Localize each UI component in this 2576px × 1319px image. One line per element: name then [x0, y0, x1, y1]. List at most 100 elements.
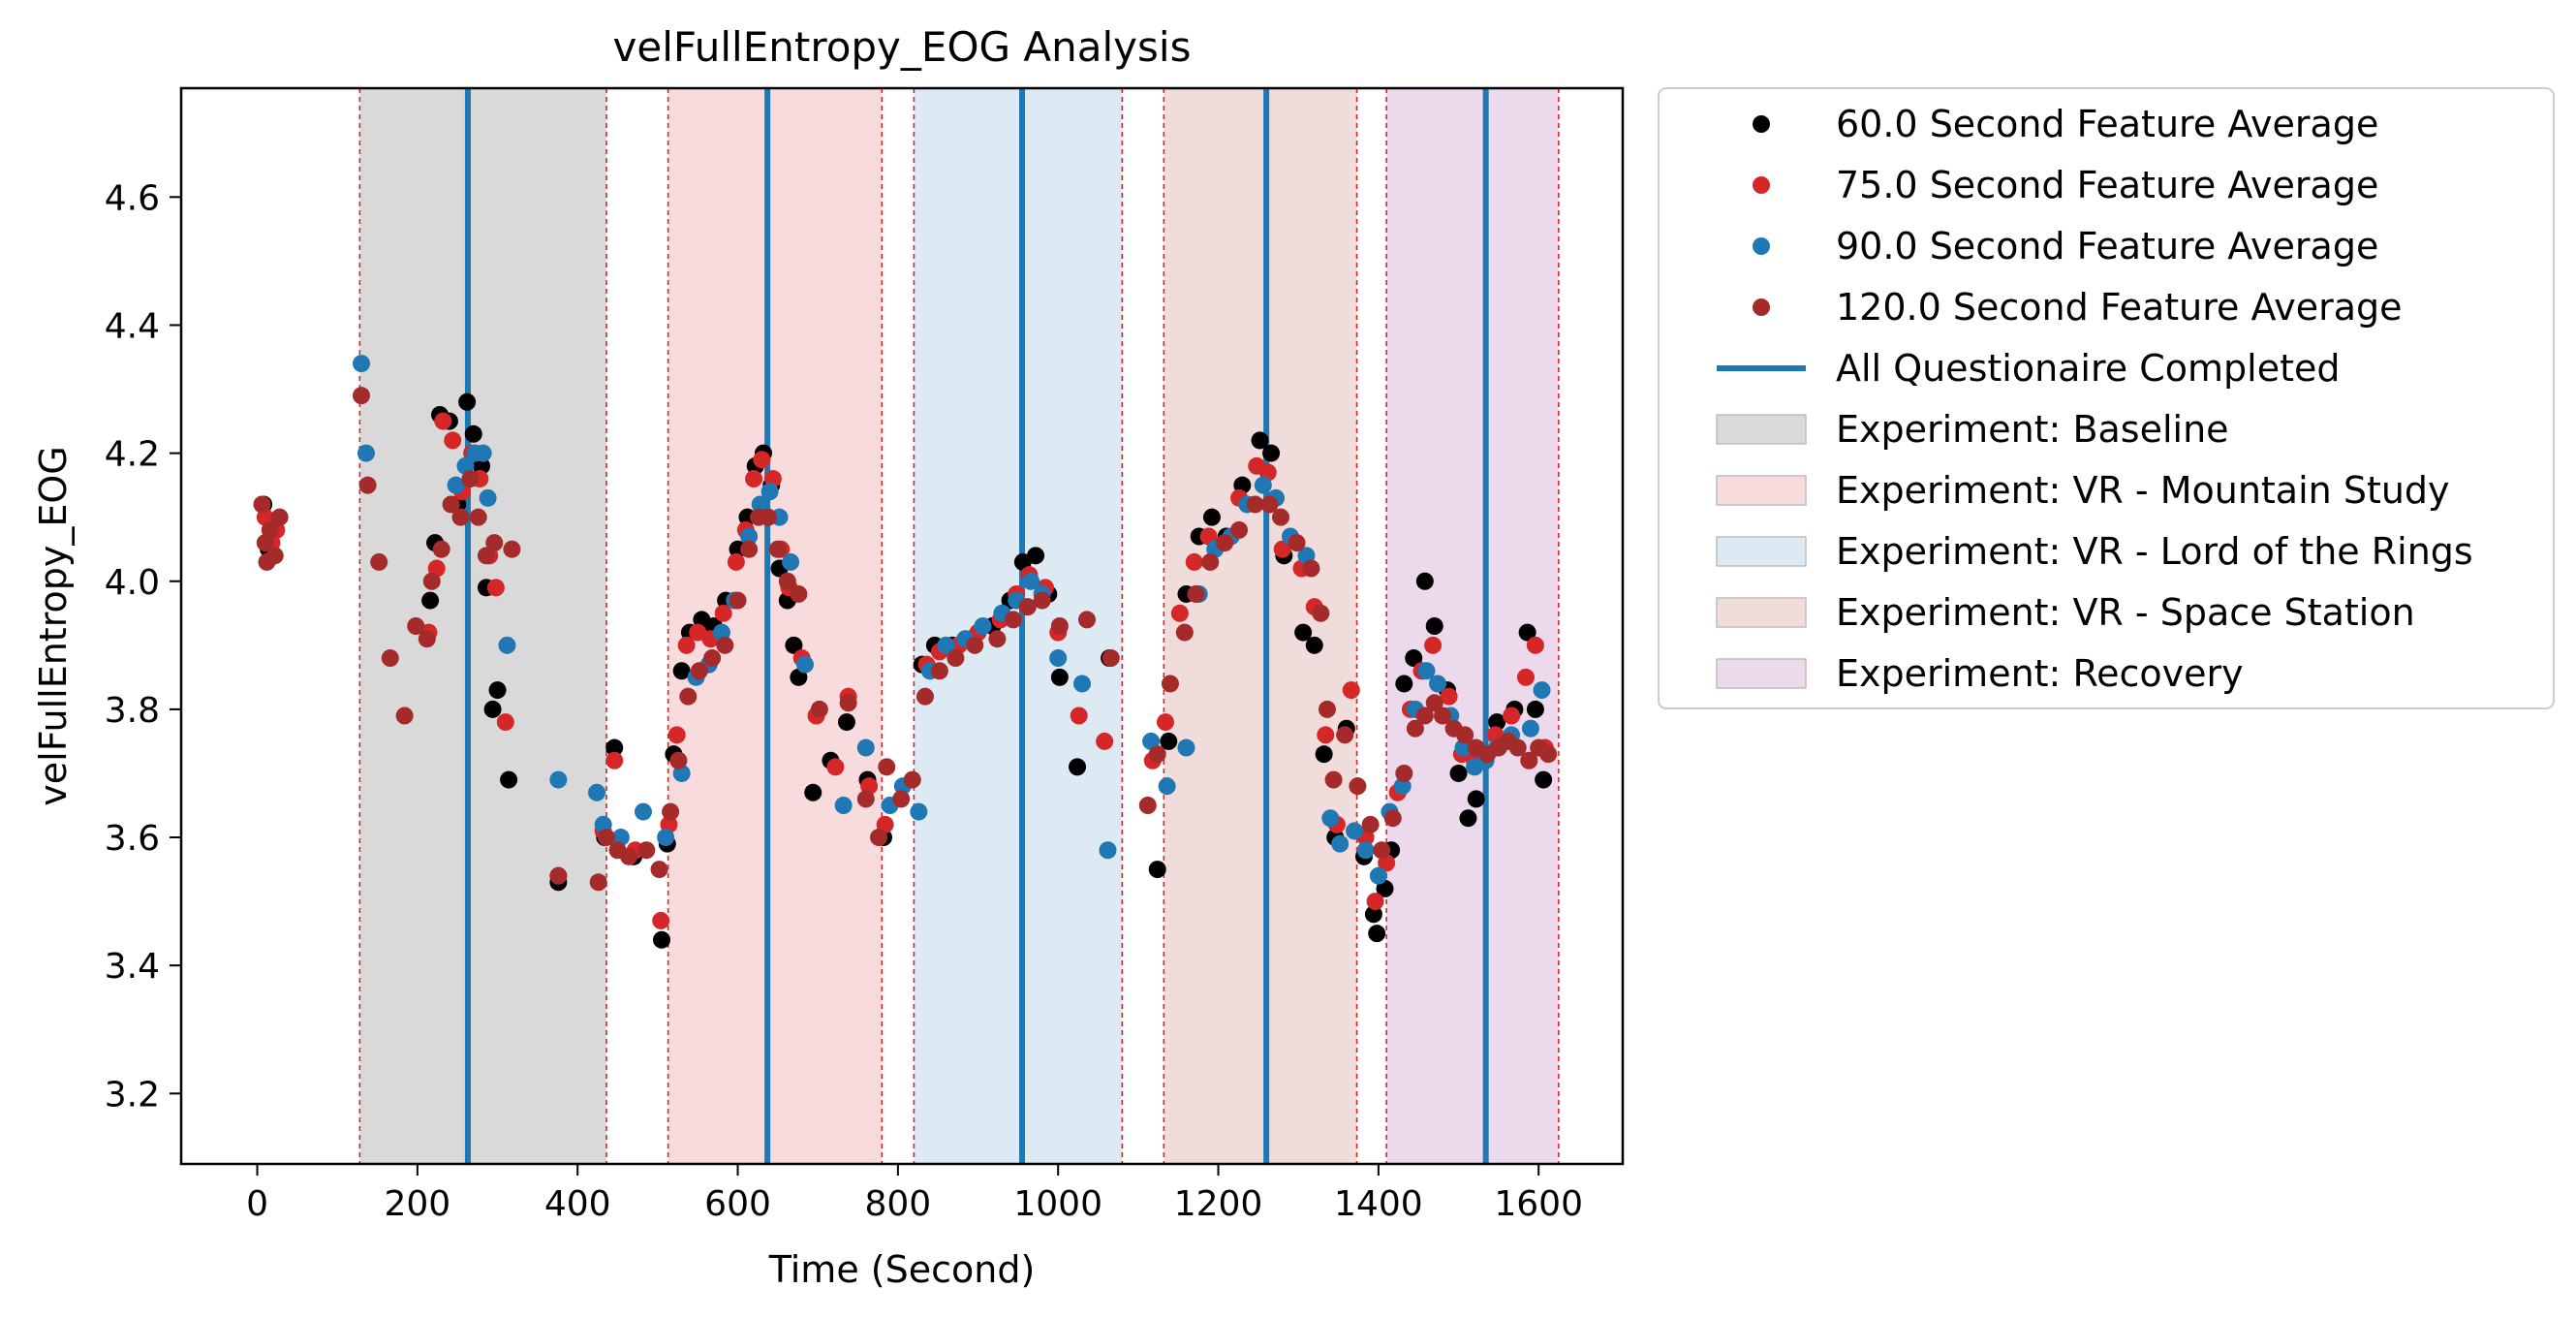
point-s1-62 [1342, 681, 1360, 700]
point-s0-80 [1467, 790, 1485, 808]
point-s3-45 [870, 829, 888, 847]
point-s0-74 [1405, 649, 1423, 668]
point-s0-17 [605, 738, 624, 757]
plot-area [179, 86, 1625, 1166]
point-s3-36 [740, 540, 759, 558]
point-s2-24 [795, 655, 814, 674]
point-s0-64 [1305, 636, 1323, 654]
legend-frame [1658, 87, 2555, 709]
legend: 60.0 Second Feature Average 75.0 Second F… [1658, 87, 2555, 709]
point-s2-21 [760, 483, 779, 501]
point-s1-12 [496, 713, 514, 732]
point-s3-66 [1216, 534, 1234, 552]
point-s3-70 [1272, 508, 1290, 526]
point-s3-18 [469, 508, 487, 526]
y-axis-ticks: 3.2 3.4 3.6 3.8 4.0 4.2 4.4 4.6 [105, 178, 181, 1115]
point-s1-11 [486, 579, 505, 597]
point-s3-6 [353, 387, 370, 405]
point-s0-60 [1251, 431, 1269, 450]
point-s3-17 [461, 470, 480, 488]
point-s0-81 [1488, 713, 1506, 732]
point-s3-11 [407, 617, 425, 635]
x-tick-label-1200: 1200 [1174, 1184, 1263, 1224]
point-s3-33 [703, 649, 722, 668]
point-s3-81 [1395, 764, 1413, 782]
point-s3-54 [1004, 611, 1022, 629]
point-s1-51 [1185, 552, 1203, 571]
point-s3-73 [1312, 604, 1330, 622]
legend-label-75-0-second-feature-average: 75.0 Second Feature Average [1836, 164, 2378, 206]
point-s3-47 [892, 790, 911, 808]
point-s3-93 [1520, 751, 1538, 769]
legend-marker-60-0-second-feature-average [1753, 115, 1770, 133]
point-s2-2 [447, 476, 465, 494]
legend-label-90-0-second-feature-average: 90.0 Second Feature Average [1836, 225, 2378, 267]
point-s1-76 [1526, 636, 1544, 654]
point-s2-7 [498, 636, 516, 654]
point-s2-39 [1073, 675, 1091, 693]
point-s1-46 [1070, 707, 1088, 725]
point-s3-78 [1361, 815, 1380, 833]
point-s2-8 [549, 770, 568, 789]
point-s1-17 [652, 911, 670, 929]
point-s0-78 [1449, 764, 1468, 782]
point-s3-34 [716, 636, 734, 654]
point-s2-9 [588, 783, 606, 801]
point-s2-6 [479, 488, 497, 507]
point-s0-76 [1425, 617, 1443, 635]
point-s2-19 [740, 527, 759, 546]
point-s0-61 [1262, 444, 1281, 462]
y-tick-label-3.6: 3.6 [105, 819, 160, 859]
point-s3-29 [662, 802, 680, 821]
point-s0-51 [1069, 758, 1087, 776]
chart-title: velFullEntropy_EOG Analysis [613, 23, 1192, 71]
legend-marker-experiment-vr-space-station [1716, 597, 1807, 628]
legend-marker-experiment-recovery [1716, 658, 1807, 689]
point-s1-23 [714, 604, 732, 622]
point-s2-68 [1521, 719, 1539, 738]
point-s2-5 [474, 444, 492, 462]
legend-label-experiment-vr-space-station: Experiment: VR - Space Station [1836, 591, 2415, 634]
point-s3-46 [878, 758, 896, 776]
point-s3-60 [1138, 797, 1157, 814]
legend-label-experiment-vr-lord-of-the-rings: Experiment: VR - Lord of the Rings [1836, 530, 2473, 573]
x-tick-label-400: 400 [544, 1184, 611, 1224]
point-s1-27 [753, 451, 771, 469]
point-s2-20 [751, 495, 769, 514]
point-s3-49 [916, 687, 934, 706]
point-s1-5 [434, 412, 452, 430]
point-s1-74 [1503, 707, 1521, 725]
point-s3-64 [1187, 584, 1205, 603]
point-s3-59 [1102, 649, 1120, 668]
point-s3-21 [503, 540, 521, 558]
x-tick-label-800: 800 [865, 1184, 932, 1224]
point-s1-49 [1156, 713, 1174, 732]
questionnaire-lines [464, 88, 1489, 1164]
point-s3-87 [1456, 726, 1474, 744]
point-s3-41 [790, 584, 808, 603]
point-s3-61 [1148, 745, 1166, 764]
point-s2-53 [1331, 834, 1350, 853]
point-s3-52 [966, 636, 984, 654]
point-s3-9 [381, 649, 399, 668]
x-tick-label-200: 200 [385, 1184, 451, 1224]
legend-label-experiment-recovery: Experiment: Recovery [1836, 652, 2244, 695]
point-s3-65 [1201, 552, 1220, 571]
point-s2-36 [1022, 572, 1040, 590]
x-axis-ticks: 0 200 400 600 800 1000 1200 1400 1600 [246, 1164, 1583, 1224]
point-s3-20 [485, 534, 504, 552]
point-s3-8 [370, 552, 388, 571]
point-s3-79 [1373, 841, 1391, 860]
point-s2-55 [1356, 841, 1375, 860]
legend-marker-experiment-baseline [1716, 414, 1807, 445]
point-s3-14 [432, 540, 450, 558]
point-s2-25 [834, 797, 853, 814]
y-tick-label-4: 4.0 [105, 563, 160, 603]
point-s0-22 [672, 662, 691, 680]
point-s0-12 [483, 700, 502, 718]
plot-frame [179, 86, 1625, 1166]
point-s3-77 [1349, 777, 1367, 796]
point-s3-38 [759, 508, 777, 526]
y-tick-label-3.8: 3.8 [105, 691, 160, 731]
point-s2-33 [974, 617, 992, 635]
